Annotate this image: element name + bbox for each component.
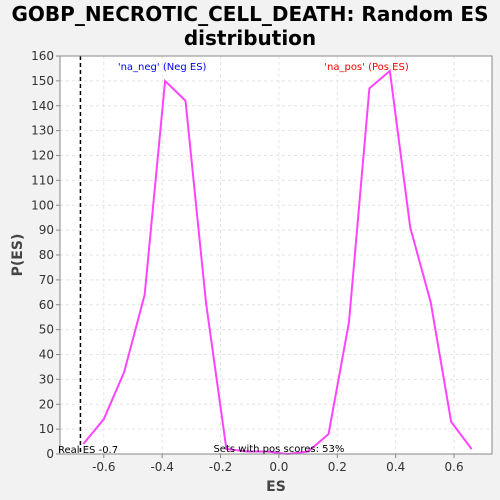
y-axis: 0 10 20 30 40 50 60 70 80 90 100 110 120 130 140 150 160: [31, 49, 60, 461]
y-tick-label: 70: [39, 273, 54, 287]
series-line: [82, 68, 473, 456]
chart-title: GOBP_NECROTIC_CELL_DEATH: Random ES dist…: [11, 2, 489, 50]
x-axis: -0.6 -0.4 -0.2 0.0 0.2 0.4 0.6: [92, 454, 464, 474]
pos-scores-label: Sets with pos scores: 53%: [213, 444, 344, 455]
y-tick-label: 90: [39, 223, 54, 237]
y-tick-label: 110: [31, 173, 54, 187]
y-tick-label: 120: [31, 149, 54, 163]
neg-es-label: 'na_neg' (Neg ES): [118, 62, 207, 73]
y-tick-label: 50: [39, 323, 54, 337]
x-tick-label: 0.2: [328, 460, 347, 474]
y-tick-label: 40: [39, 348, 54, 362]
grid-lines: [60, 55, 492, 455]
y-tick-label: 150: [31, 74, 54, 88]
y-tick-label: 60: [39, 298, 54, 312]
y-tick-label: 30: [39, 372, 54, 386]
y-tick-label: 80: [39, 248, 54, 262]
y-tick-label: 0: [46, 447, 54, 461]
y-tick-label: 20: [39, 397, 54, 411]
x-axis-label: ES: [266, 479, 286, 495]
y-tick-label: 100: [31, 198, 54, 212]
y-tick-label: 160: [31, 49, 54, 63]
x-tick-label: 0.4: [386, 460, 405, 474]
y-tick-label: 130: [31, 124, 54, 138]
y-tick-label: 140: [31, 99, 54, 113]
y-axis-label: P(ES): [10, 234, 26, 277]
x-tick-label: -0.4: [150, 460, 173, 474]
pos-es-label: 'na_pos' (Pos ES): [324, 62, 409, 73]
x-tick-label: 0.0: [269, 460, 288, 474]
x-tick-label: -0.2: [209, 460, 232, 474]
x-tick-label: -0.6: [92, 460, 115, 474]
x-tick-label: 0.6: [445, 460, 464, 474]
series-layer: [82, 68, 473, 456]
y-tick-label: 10: [39, 422, 54, 436]
real-es-label: Real ES -0.7: [58, 445, 118, 456]
